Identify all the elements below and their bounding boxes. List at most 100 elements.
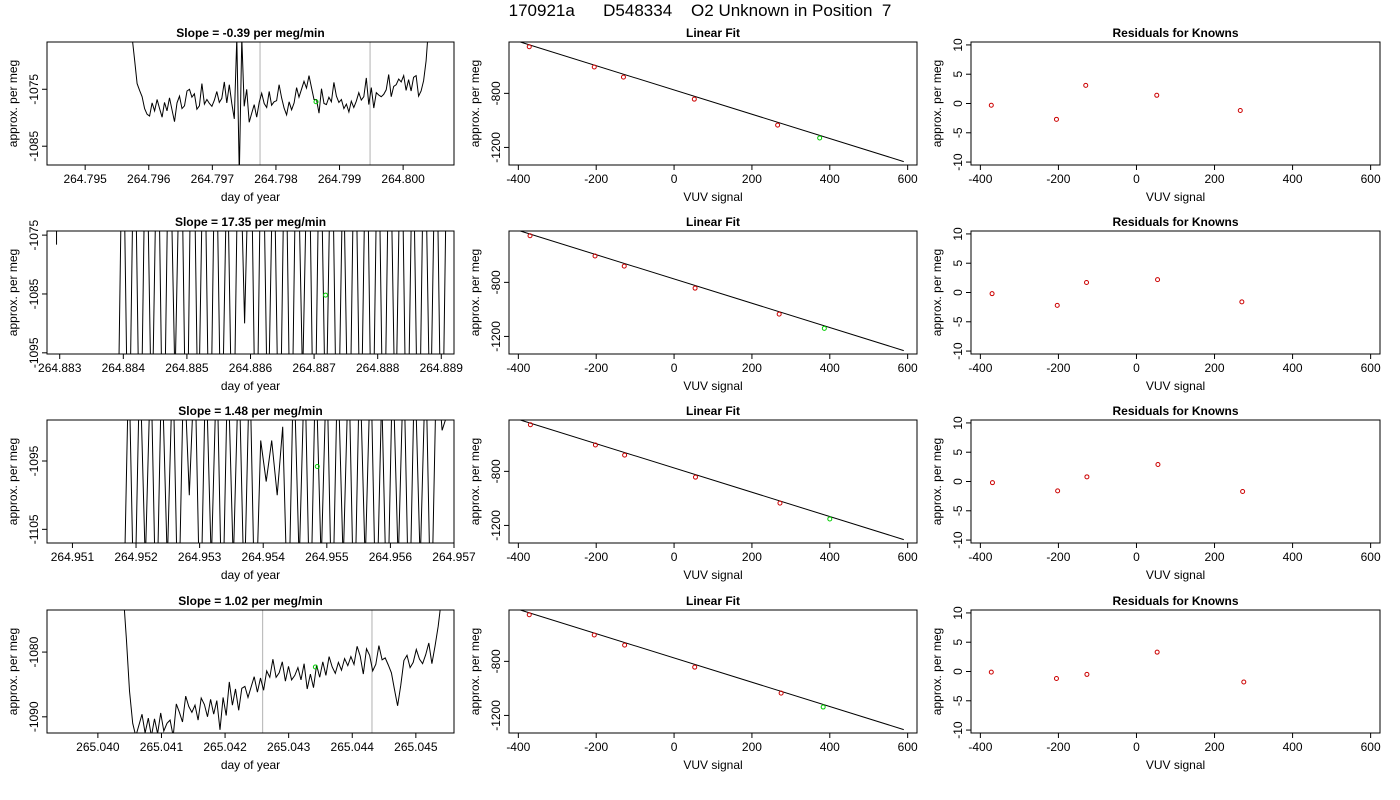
y-tick-label: 5: [951, 449, 965, 456]
panel-title: Residuals for Knowns: [1112, 26, 1238, 40]
x-tick-label: 264.883: [38, 361, 82, 375]
x-tick-label: 600: [1361, 550, 1381, 564]
plot-frame: [46, 419, 455, 544]
x-axis-label: VUV signal: [683, 379, 742, 393]
residual-point: [1055, 488, 1061, 494]
y-axis-label: approx. per meg: [930, 60, 944, 147]
fit-line: [520, 610, 904, 731]
x-tick-label: 200: [1205, 740, 1225, 754]
y-tick-label: -1075: [27, 219, 41, 250]
y-tick-label: -1090: [27, 701, 41, 732]
known-point: [692, 285, 698, 291]
known-point: [778, 690, 784, 696]
x-tick-label: 600: [898, 740, 918, 754]
x-tick-label: 264.799: [318, 172, 362, 186]
chart-panel-fit-row-3: Linear Fit -400 -200 0 200 400 600 VUV signal -1…: [468, 404, 918, 582]
residual-point: [1239, 299, 1245, 305]
known-point: [620, 74, 626, 80]
panel-title: Slope = -0.39 per meg/min: [176, 26, 324, 40]
x-axis-label: VUV signal: [1146, 190, 1205, 204]
y-tick-label: -1075: [27, 74, 41, 105]
x-tick-label: 264.795: [63, 172, 107, 186]
known-point: [692, 474, 698, 480]
chart-panel-residuals-row-2: Residuals for Knowns -400 -200 0 200 400 600 VU…: [930, 215, 1381, 393]
timeseries-line: [123, 610, 441, 733]
x-tick-label: 400: [1283, 361, 1303, 375]
x-tick-label: -400: [506, 550, 530, 564]
y-axis-label: approx. per meg: [6, 628, 20, 715]
y-tick-label: -10: [951, 531, 965, 549]
x-tick-label: 264.951: [51, 550, 95, 564]
known-point: [591, 632, 597, 638]
x-tick-label: 264.953: [178, 550, 222, 564]
panel-title: Linear Fit: [686, 26, 740, 40]
x-tick-label: 264.888: [356, 361, 400, 375]
y-tick-label: -1200: [489, 321, 503, 352]
x-tick-label: 264.952: [114, 550, 158, 564]
x-tick-label: 600: [1361, 172, 1381, 186]
plot-frame: [508, 609, 918, 734]
x-tick-label: -200: [1046, 550, 1070, 564]
x-tick-label: -400: [968, 740, 992, 754]
plot-frame: [970, 230, 1381, 355]
plot-frame: [508, 41, 918, 166]
x-tick-label: 200: [742, 361, 762, 375]
plot-frame: [508, 419, 918, 544]
known-point: [622, 452, 628, 458]
x-tick-label: 400: [1283, 550, 1303, 564]
y-tick-label: -5: [951, 695, 965, 706]
residual-point: [1241, 679, 1247, 685]
x-tick-label: -400: [506, 172, 530, 186]
x-tick-label: -200: [584, 361, 608, 375]
plot-frame: [970, 609, 1381, 734]
x-tick-label: 0: [1133, 172, 1140, 186]
x-tick-label: -200: [1046, 172, 1070, 186]
x-tick-label: 200: [742, 172, 762, 186]
fit-line: [520, 420, 904, 541]
chart-panel-residuals-row-4: Residuals for Knowns -400 -200 0 200 400 600 VU…: [930, 594, 1381, 772]
y-axis-label: approx. per meg: [930, 249, 944, 336]
x-tick-label: 0: [671, 361, 678, 375]
y-axis-label: approx. per meg: [6, 60, 20, 147]
y-tick-label: -5: [951, 127, 965, 138]
known-point: [692, 664, 698, 670]
residual-point: [1054, 302, 1060, 308]
residual-point: [989, 480, 995, 486]
x-tick-label: 264.800: [381, 172, 425, 186]
x-tick-label: 264.796: [127, 172, 171, 186]
y-tick-label: 0: [951, 478, 965, 485]
residual-point: [1084, 280, 1090, 286]
x-axis-label: VUV signal: [683, 758, 742, 772]
y-tick-label: -800: [489, 81, 503, 105]
plot-frame: [970, 419, 1381, 544]
y-tick-label: 10: [951, 606, 965, 620]
y-tick-label: -1105: [27, 514, 41, 544]
known-point: [592, 442, 598, 448]
known-point: [622, 642, 628, 648]
x-tick-label: 600: [898, 172, 918, 186]
unknown-point: [314, 463, 320, 469]
x-tick-label: 400: [820, 361, 840, 375]
x-tick-label: 264.889: [420, 361, 464, 375]
known-point: [527, 233, 533, 239]
residual-point: [1155, 462, 1161, 468]
fit-line: [520, 231, 904, 352]
y-tick-label: -5: [951, 505, 965, 516]
plot-frame: [970, 41, 1381, 166]
chart-panel-timeseries-row-1: Slope = -0.39 per meg/min 264.795 264.796 2…: [6, 26, 455, 204]
y-tick-label: 0: [951, 100, 965, 107]
x-tick-label: 0: [1133, 361, 1140, 375]
x-tick-label: 600: [898, 361, 918, 375]
y-tick-label: 10: [951, 416, 965, 430]
y-tick-label: -10: [951, 342, 965, 360]
y-tick-label: -10: [951, 721, 965, 739]
x-tick-label: 600: [898, 550, 918, 564]
y-tick-label: -800: [489, 459, 503, 483]
panel-title: Slope = 1.02 per meg/min: [178, 594, 322, 608]
x-tick-label: -400: [968, 550, 992, 564]
x-axis-label: VUV signal: [683, 568, 742, 582]
x-axis-label: day of year: [221, 190, 280, 204]
y-tick-label: -1200: [489, 510, 503, 541]
y-tick-label: -1085: [27, 131, 41, 162]
unknown-point: [313, 99, 319, 105]
